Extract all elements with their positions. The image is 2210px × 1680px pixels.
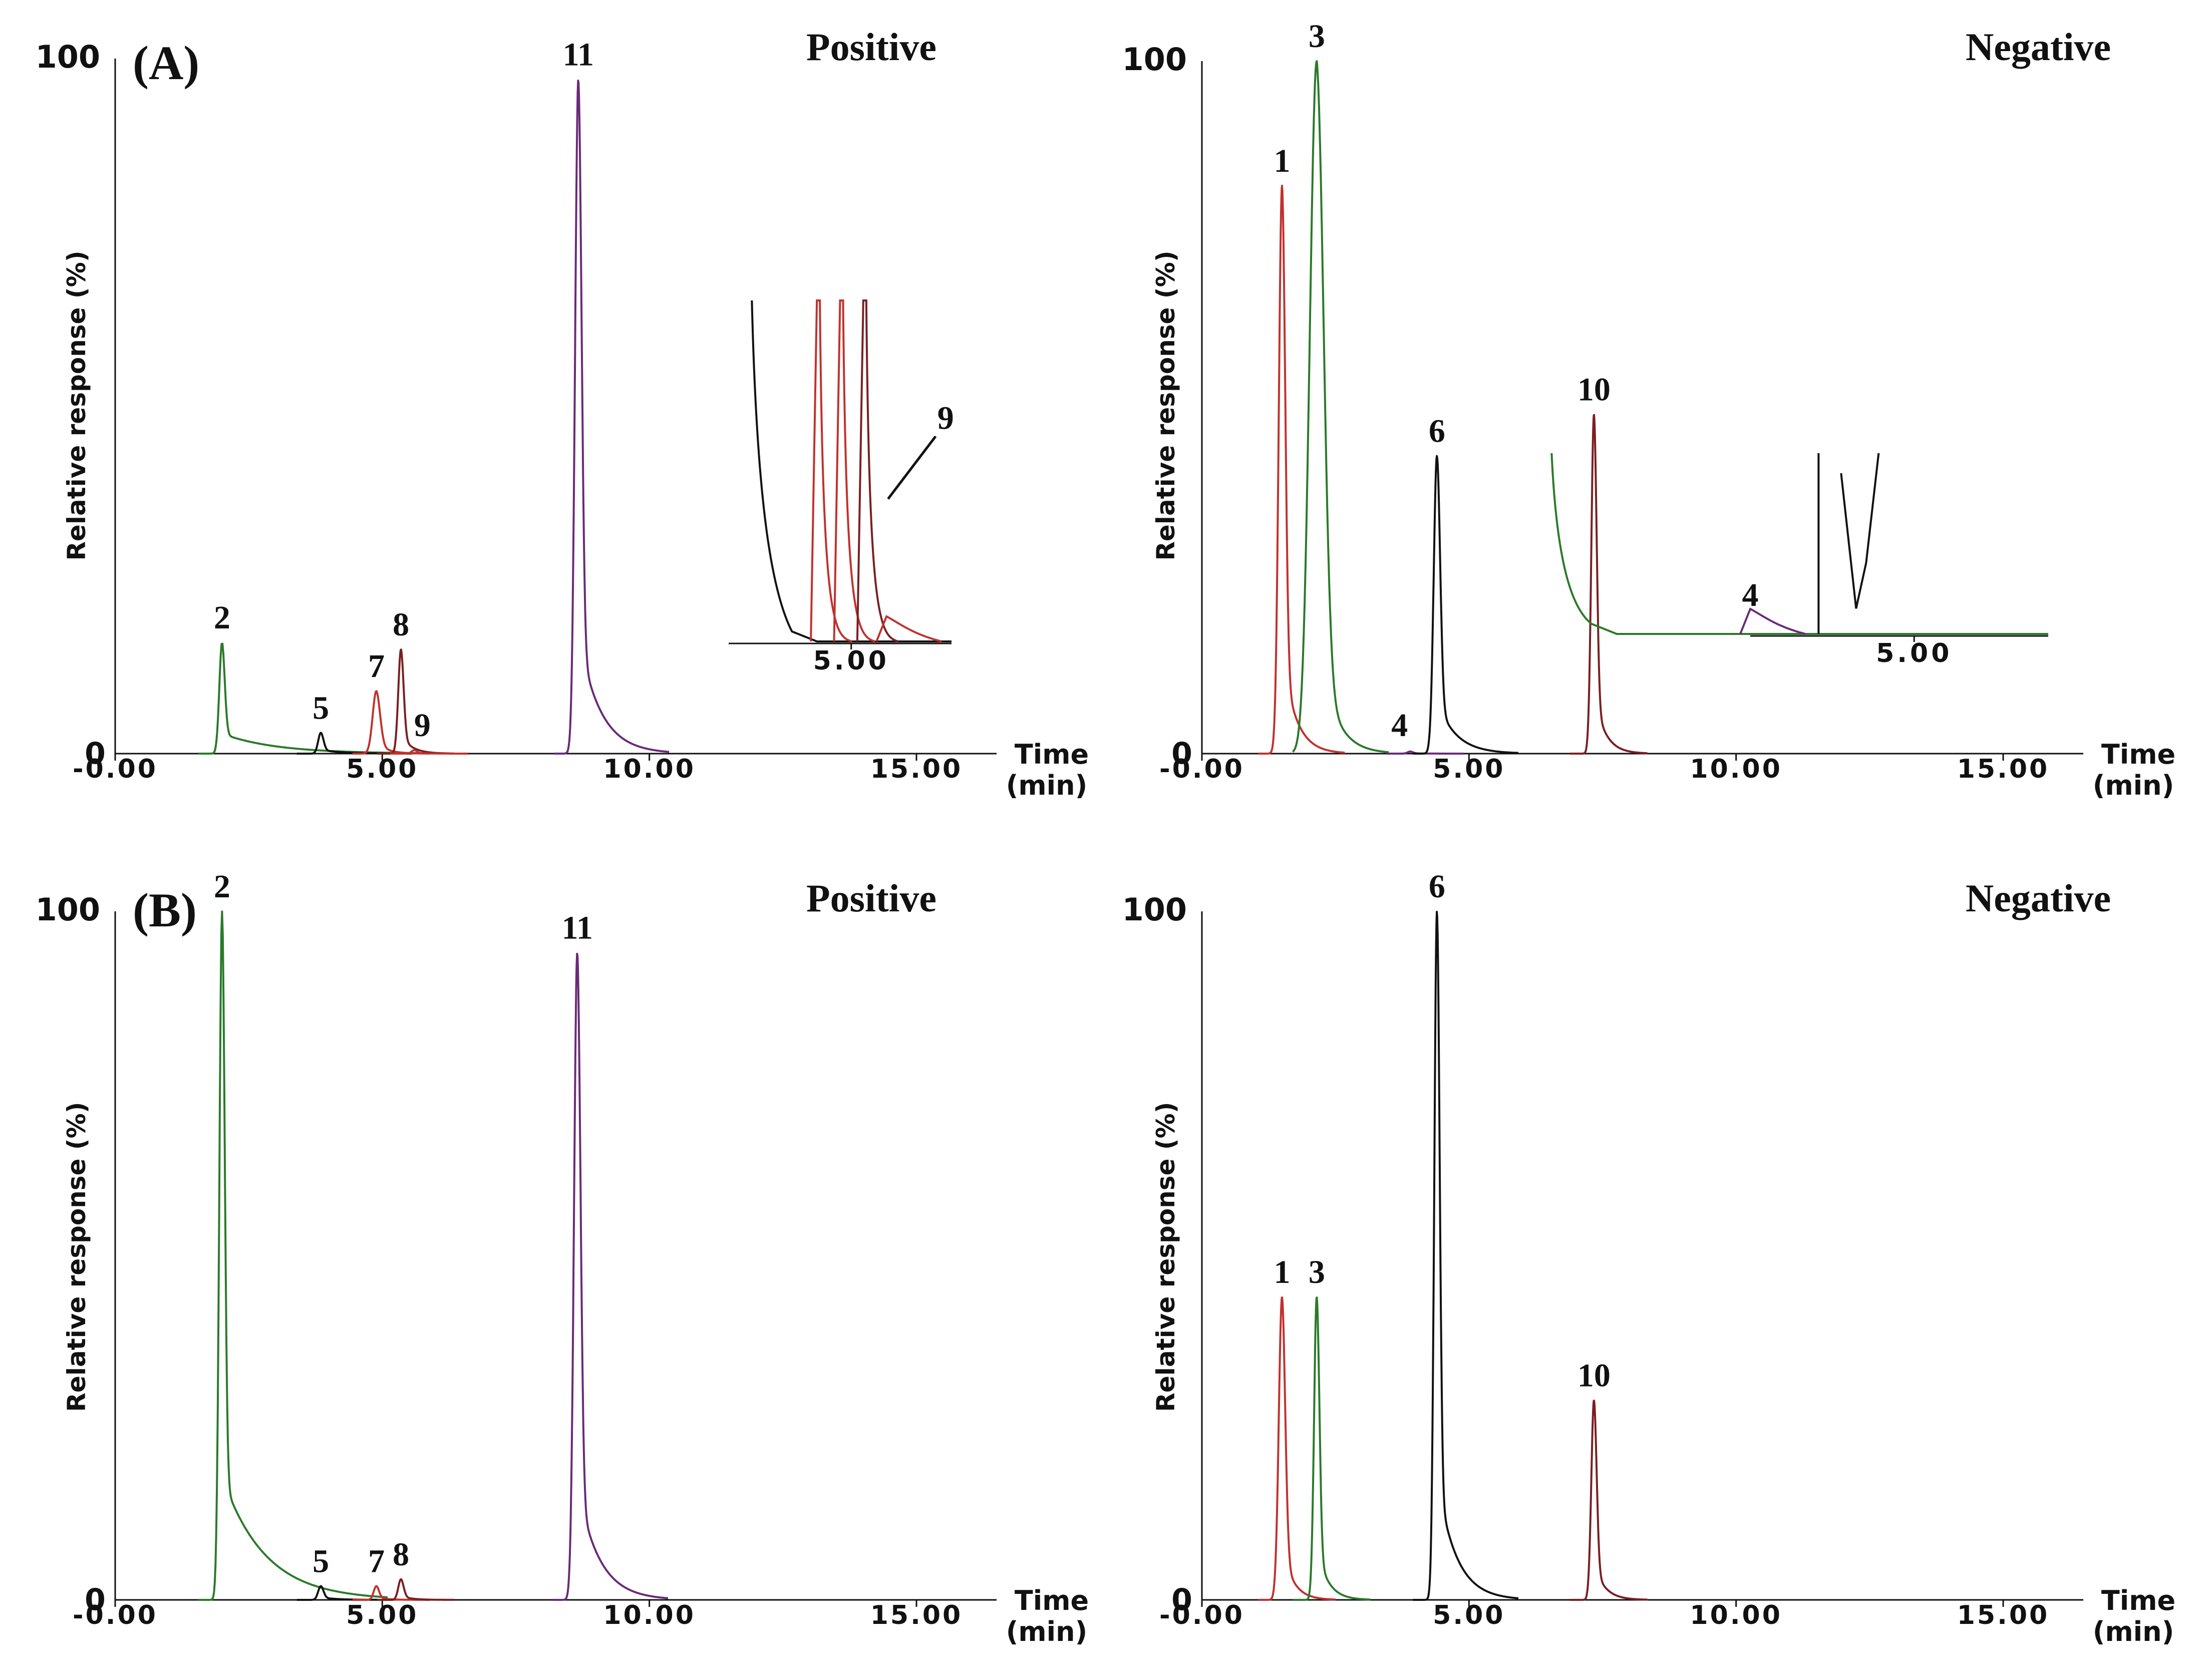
x-tick-label: 15.00 xyxy=(1957,754,2049,784)
x-tick-label: 5.00 xyxy=(1433,754,1505,784)
ionization-mode-label: Negative xyxy=(1966,25,2111,69)
trace-compound-6 xyxy=(1412,910,1519,1601)
x-axis-unit: (min) xyxy=(2093,770,2174,801)
inset-trace xyxy=(1817,453,1880,634)
trace-compound-5 xyxy=(296,1585,394,1601)
trace-compound-1 xyxy=(1257,184,1346,755)
peak-label-10: 10 xyxy=(1577,371,1611,408)
trace-compound-6 xyxy=(1412,455,1519,755)
x-tick-label: 5.00 xyxy=(346,754,418,784)
x-tick-label: -0.00 xyxy=(73,754,158,784)
trace-compound-9 xyxy=(389,749,469,755)
inset-callout-label: 9 xyxy=(937,400,954,436)
peak-label-1: 1 xyxy=(1274,143,1291,179)
peak-label-4: 4 xyxy=(1391,707,1408,744)
y-tick-label-100: 100 xyxy=(1122,891,1187,928)
chart-panel-B-positive: 100 0-0.00 5.00 10.00 15.00 Time(min) Relative… xyxy=(36,868,1089,1647)
peak-label-3: 3 xyxy=(1309,18,1325,55)
y-tick-label-0: 0 xyxy=(1171,736,1192,771)
peak-label-6: 6 xyxy=(1429,413,1445,449)
peak-label-2: 2 xyxy=(214,599,230,636)
inset-trace xyxy=(833,299,875,642)
trace-compound-10 xyxy=(1569,1400,1648,1601)
zoom-inset: 5.00 9 xyxy=(729,299,954,676)
trace-compound-11 xyxy=(553,79,670,755)
trace-compound-3 xyxy=(1292,1296,1371,1601)
x-tick-label: 10.00 xyxy=(1690,754,1782,784)
ionization-mode-label: Negative xyxy=(1966,876,2111,920)
y-tick-label-100: 100 xyxy=(1122,41,1187,78)
chart-panel-B-negative: 100 0-0.00 5.00 10.00 15.00 Time(min) Relative… xyxy=(1122,868,2176,1647)
y-tick-label-0: 0 xyxy=(85,736,106,771)
trace-compound-10 xyxy=(1569,414,1648,755)
x-axis-unit: (min) xyxy=(1006,1616,1088,1647)
x-axis-title: Time xyxy=(1015,1585,1089,1616)
x-tick-label: 5.00 xyxy=(346,1600,418,1630)
y-axis-title: Relative response (%) xyxy=(62,250,91,560)
peak-label-7: 7 xyxy=(368,1543,385,1580)
peak-label-8: 8 xyxy=(393,606,409,643)
trace-compound-8 xyxy=(376,1578,455,1601)
x-axis-unit: (min) xyxy=(2093,1616,2174,1647)
panel-label: (A) xyxy=(133,36,199,90)
x-axis-unit: (min) xyxy=(1006,770,1088,801)
x-tick-label: -0.00 xyxy=(73,1600,158,1630)
x-tick-label: -0.00 xyxy=(1159,1600,1244,1630)
trace-compound-7 xyxy=(352,690,431,755)
x-tick-label: 15.00 xyxy=(870,754,963,784)
x-tick-label: 10.00 xyxy=(603,754,695,784)
ionization-mode-label: Positive xyxy=(806,876,936,920)
peak-label-11: 11 xyxy=(563,37,594,73)
peak-label-1: 1 xyxy=(1274,1254,1291,1290)
peak-label-6: 6 xyxy=(1429,868,1445,905)
peak-label-3: 3 xyxy=(1309,1254,1325,1290)
inset-tick-label: 5.00 xyxy=(813,646,889,676)
zoom-inset: 5.00 4 xyxy=(1550,453,2048,668)
peak-label-5: 5 xyxy=(312,1543,329,1580)
x-axis-title: Time xyxy=(2101,739,2175,770)
trace-compound-2 xyxy=(197,910,388,1601)
inset-trace xyxy=(875,615,942,642)
trace-compound-3 xyxy=(1292,60,1390,754)
y-axis-title: Relative response (%) xyxy=(62,1102,91,1412)
peak-label-5: 5 xyxy=(312,690,329,726)
peak-label-7: 7 xyxy=(368,648,385,685)
x-axis-title: Time xyxy=(2101,1585,2175,1616)
trace-compound-11 xyxy=(552,952,669,1601)
x-tick-label: 15.00 xyxy=(870,1600,963,1630)
inset-trace xyxy=(1550,453,2048,635)
trace-compound-2 xyxy=(198,642,425,755)
x-tick-label: 15.00 xyxy=(1957,1600,2049,1630)
inset-trace xyxy=(856,299,899,642)
y-tick-label-100: 100 xyxy=(36,39,100,75)
peak-label-8: 8 xyxy=(393,1536,409,1573)
inset-trace xyxy=(810,299,852,642)
y-axis-title: Relative response (%) xyxy=(1151,1102,1180,1412)
x-tick-label: 5.00 xyxy=(1433,1600,1505,1630)
inset-trace xyxy=(1739,607,1806,635)
y-tick-label-100: 100 xyxy=(36,891,100,928)
y-tick-label-0: 0 xyxy=(1171,1582,1192,1617)
inset-trace xyxy=(751,300,952,642)
inset-callout-label: 4 xyxy=(1742,577,1759,613)
x-axis-title: Time xyxy=(1015,739,1089,770)
y-tick-label-0: 0 xyxy=(85,1582,106,1617)
peak-label-10: 10 xyxy=(1577,1357,1611,1394)
peak-label-9: 9 xyxy=(414,707,431,744)
trace-compound-7 xyxy=(352,1585,431,1601)
chart-panel-A-positive: 100 0-0.00 5.00 10.00 15.00 Time(min) Relative… xyxy=(36,25,1089,801)
x-tick-label: 10.00 xyxy=(603,1600,695,1630)
inset-callout-line xyxy=(887,435,937,500)
x-tick-label: -0.00 xyxy=(1159,754,1244,784)
panel-label: (B) xyxy=(133,883,197,937)
peak-label-11: 11 xyxy=(561,910,592,946)
y-axis-title: Relative response (%) xyxy=(1151,250,1180,560)
ionization-mode-label: Positive xyxy=(806,25,936,69)
inset-tick-label: 5.00 xyxy=(1876,638,1952,668)
peak-label-2: 2 xyxy=(214,868,230,905)
trace-compound-1 xyxy=(1257,1296,1337,1601)
x-tick-label: 10.00 xyxy=(1690,1600,1782,1630)
